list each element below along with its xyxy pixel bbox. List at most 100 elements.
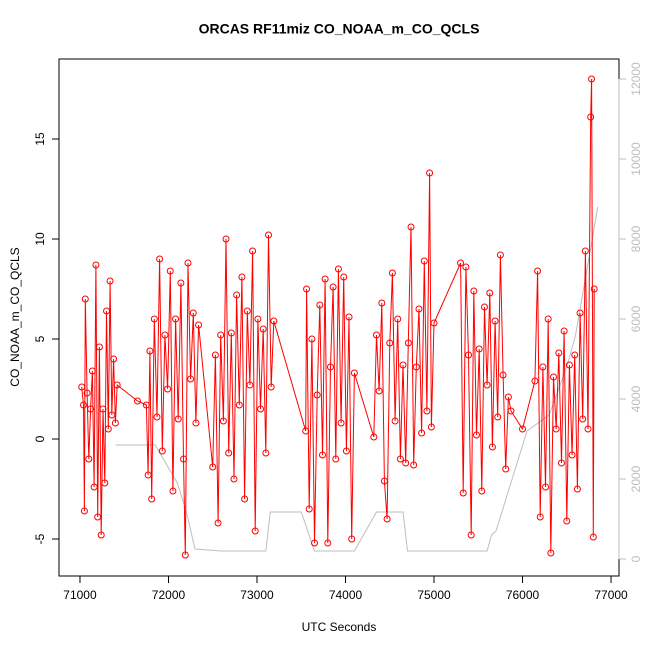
data-point (81, 295, 89, 303)
data-point (410, 461, 418, 469)
data-point (262, 449, 270, 457)
data-point (396, 455, 404, 463)
data-point (99, 405, 107, 413)
data-point (581, 247, 589, 255)
data-point (311, 539, 319, 547)
data-point (166, 267, 174, 275)
data-point (470, 287, 478, 295)
y-tick-label: 10 (33, 232, 47, 246)
data-point (217, 331, 225, 339)
y-tick-label: 15 (33, 132, 47, 146)
x-tick-label: 75000 (417, 588, 451, 602)
data-point (329, 283, 337, 291)
data-point (465, 351, 473, 359)
data-point (270, 317, 278, 325)
data-point (337, 419, 345, 427)
data-point (427, 423, 435, 431)
data-point (519, 425, 527, 433)
y2-tick-label: 8000 (629, 225, 643, 252)
data-point (332, 455, 340, 463)
data-point (241, 495, 249, 503)
data-point (504, 393, 512, 401)
data-point (587, 113, 595, 121)
data-point (177, 279, 185, 287)
data-point (584, 425, 592, 433)
data-point (478, 487, 486, 495)
data-point (324, 539, 332, 547)
data-point (78, 383, 86, 391)
data-point (423, 407, 431, 415)
data-point (430, 319, 438, 327)
data-point (243, 307, 251, 315)
y2-tick-label: 10000 (629, 142, 643, 176)
data-point (257, 405, 265, 413)
data-point (457, 259, 465, 267)
data-point (87, 405, 95, 413)
data-point (499, 371, 507, 379)
data-point (565, 361, 573, 369)
y-tick-label: 0 (33, 435, 47, 442)
data-point (571, 351, 579, 359)
data-point (142, 401, 150, 409)
data-point (209, 463, 217, 471)
data-point (340, 273, 348, 281)
data-point (334, 265, 342, 273)
y2-tick-label: 12000 (629, 62, 643, 96)
x-tick-label: 72000 (152, 588, 186, 602)
data-point (249, 247, 257, 255)
data-point (380, 477, 388, 485)
data-point (174, 415, 182, 423)
data-point (158, 447, 166, 455)
y2-tick-label: 0 (629, 555, 643, 562)
data-point (531, 377, 539, 385)
data-point (321, 275, 329, 283)
data-point (459, 489, 467, 497)
data-point (161, 331, 169, 339)
data-point (172, 315, 180, 323)
x-tick-label: 71000 (63, 588, 97, 602)
data-point (238, 273, 246, 281)
x-tick-label: 77000 (594, 588, 628, 602)
data-point (156, 255, 164, 263)
data-point (588, 75, 596, 83)
data-point (101, 479, 109, 487)
data-point (90, 483, 98, 491)
y2-tick-label: 4000 (629, 385, 643, 412)
data-point (550, 373, 558, 381)
data-point (214, 519, 222, 527)
series-line (115, 206, 599, 552)
data-point (326, 363, 334, 371)
data-point (407, 223, 415, 231)
data-point (399, 361, 407, 369)
data-point (104, 425, 112, 433)
data-point (552, 425, 560, 433)
data-point (80, 401, 88, 409)
data-point (88, 367, 96, 375)
data-point (542, 483, 550, 491)
data-point (494, 413, 502, 421)
data-point (590, 285, 598, 293)
data-point (254, 315, 262, 323)
chart-title: ORCAS RF11miz CO_NOAA_m_CO_QCLS (199, 21, 480, 37)
data-point (502, 465, 510, 473)
data-point (95, 343, 103, 351)
data-point (219, 417, 227, 425)
data-point (103, 307, 111, 315)
data-point (265, 231, 273, 239)
data-point (345, 313, 353, 321)
data-point (579, 415, 587, 423)
data-point (412, 363, 420, 371)
data-point (235, 401, 243, 409)
data-point (496, 251, 504, 259)
data-point (472, 431, 480, 439)
data-point (305, 505, 313, 513)
y2-tick-label: 2000 (629, 465, 643, 492)
data-point (222, 235, 230, 243)
data-point (394, 315, 402, 323)
data-point (475, 345, 483, 353)
data-point (372, 331, 380, 339)
x-axis-label: UTC Seconds (302, 620, 377, 634)
data-point (97, 531, 105, 539)
data-point (507, 407, 515, 415)
